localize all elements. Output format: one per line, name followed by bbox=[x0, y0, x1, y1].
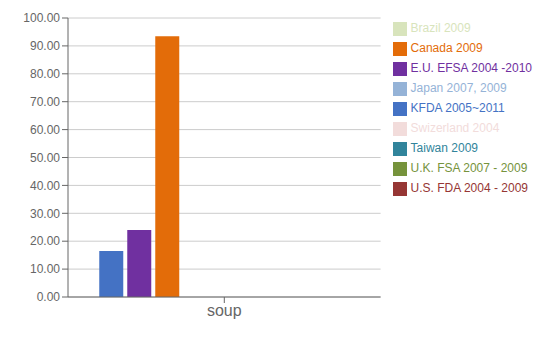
svg-text:70.00: 70.00 bbox=[30, 95, 60, 109]
html-text:Brazil 2009: Brazil 2009 bbox=[410, 21, 471, 35]
html-text:Swizerland 2004: Swizerland 2004 bbox=[410, 121, 500, 135]
svg-text:100.00: 100.00 bbox=[23, 11, 60, 25]
svg-text:30.00: 30.00 bbox=[30, 207, 60, 221]
html-text:U.K. FSA 2007 - 2009: U.K. FSA 2007 - 2009 bbox=[410, 161, 528, 175]
html-text:Canada 2009: Canada 2009 bbox=[410, 41, 483, 55]
svg-text:soup: soup bbox=[207, 302, 242, 319]
svg-text:80.00: 80.00 bbox=[30, 67, 60, 81]
svg-text:90.00: 90.00 bbox=[30, 39, 60, 53]
svg-text:60.00: 60.00 bbox=[30, 123, 60, 137]
html-text:E.U. EFSA 2004 -2010: E.U. EFSA 2004 -2010 bbox=[410, 61, 532, 75]
svg-text:20.00: 20.00 bbox=[30, 234, 60, 248]
svg-text:40.00: 40.00 bbox=[30, 179, 60, 193]
svg-text:50.00: 50.00 bbox=[30, 151, 60, 165]
html-text:U.S. FDA 2004 - 2009: U.S. FDA 2004 - 2009 bbox=[410, 181, 528, 195]
html-text:KFDA 2005~2011: KFDA 2005~2011 bbox=[410, 101, 505, 115]
html-text:Japan 2007, 2009: Japan 2007, 2009 bbox=[410, 81, 507, 95]
svg-text:10.00: 10.00 bbox=[30, 262, 60, 276]
svg-text:0.00: 0.00 bbox=[37, 290, 61, 304]
html-text:Taiwan 2009: Taiwan 2009 bbox=[410, 141, 478, 155]
